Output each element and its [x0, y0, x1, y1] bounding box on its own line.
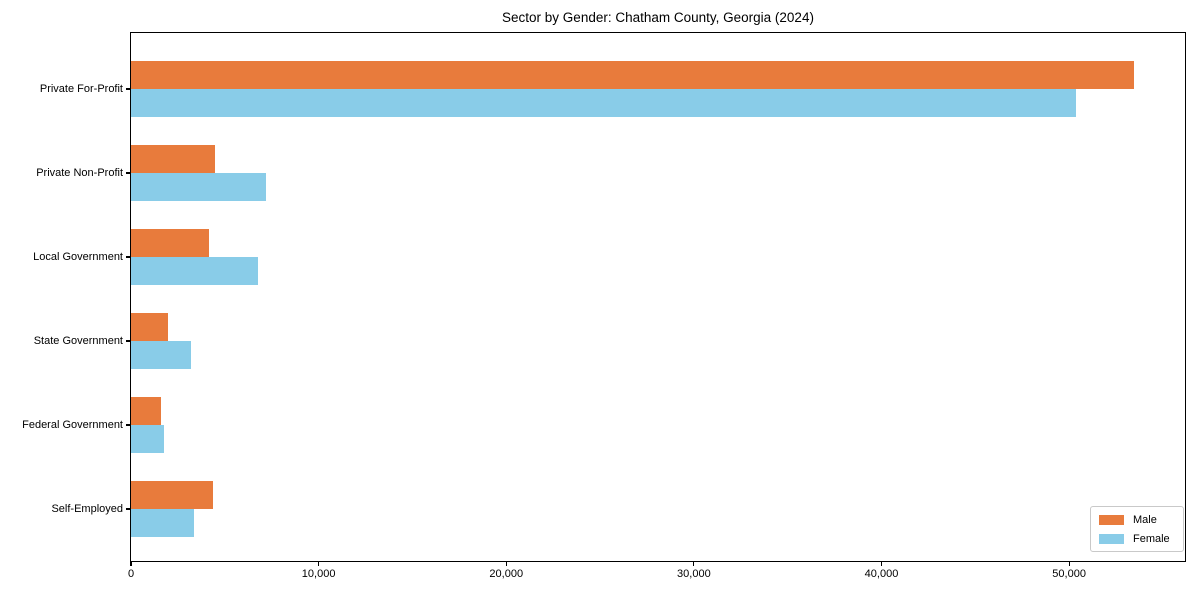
- bar-male-4: [130, 396, 162, 425]
- y-tick-mark: [126, 88, 131, 90]
- bar-male-1: [130, 144, 215, 173]
- x-tick-mark: [318, 561, 320, 566]
- y-axis-label: Federal Government: [22, 419, 123, 431]
- x-tick-mark: [693, 561, 695, 566]
- bar-female-2: [130, 256, 259, 285]
- bar-female-1: [130, 172, 266, 201]
- chart-title: Sector by Gender: Chatham County, Georgi…: [502, 10, 814, 25]
- y-tick-mark: [126, 340, 131, 342]
- y-axis-label: Self-Employed: [51, 503, 123, 515]
- legend: Male Female: [1090, 506, 1184, 552]
- x-tick-label: 0: [127, 568, 135, 580]
- plot-area: [129, 31, 1186, 562]
- y-tick-mark: [126, 256, 131, 258]
- bar-male-0: [130, 60, 1135, 89]
- y-tick-mark: [126, 508, 131, 510]
- x-tick-mark: [1068, 561, 1070, 566]
- bar-male-3: [130, 312, 169, 341]
- x-tick-mark: [130, 561, 132, 566]
- legend-label-female: Female: [1133, 532, 1170, 545]
- bar-male-5: [130, 480, 214, 509]
- legend-swatch-female: [1099, 533, 1124, 544]
- y-tick-mark: [126, 424, 131, 426]
- bar-female-3: [130, 340, 192, 369]
- bar-female-4: [130, 424, 165, 453]
- y-axis-label: State Government: [33, 335, 123, 347]
- y-axis-label: Private For-Profit: [39, 83, 123, 95]
- x-tick-label: 20,000: [489, 568, 524, 580]
- x-tick-mark: [505, 561, 507, 566]
- bar-female-0: [130, 88, 1077, 117]
- x-tick-label: 10,000: [301, 568, 336, 580]
- legend-item-female: Female: [1099, 533, 1183, 545]
- y-tick-mark: [126, 172, 131, 174]
- x-tick-label: 50,000: [1052, 568, 1086, 580]
- y-axis-label: Local Government: [33, 251, 123, 263]
- legend-swatch-male: [1099, 514, 1124, 525]
- bar-male-2: [130, 228, 210, 257]
- x-tick-label: 40,000: [864, 568, 899, 580]
- x-tick-label: 30,000: [677, 568, 711, 580]
- x-tick-mark: [880, 561, 883, 566]
- legend-item-male: Male: [1099, 514, 1183, 526]
- legend-label-male: Male: [1133, 513, 1157, 526]
- y-axis-label: Private Non-Profit: [36, 167, 123, 179]
- bar-female-5: [130, 508, 195, 537]
